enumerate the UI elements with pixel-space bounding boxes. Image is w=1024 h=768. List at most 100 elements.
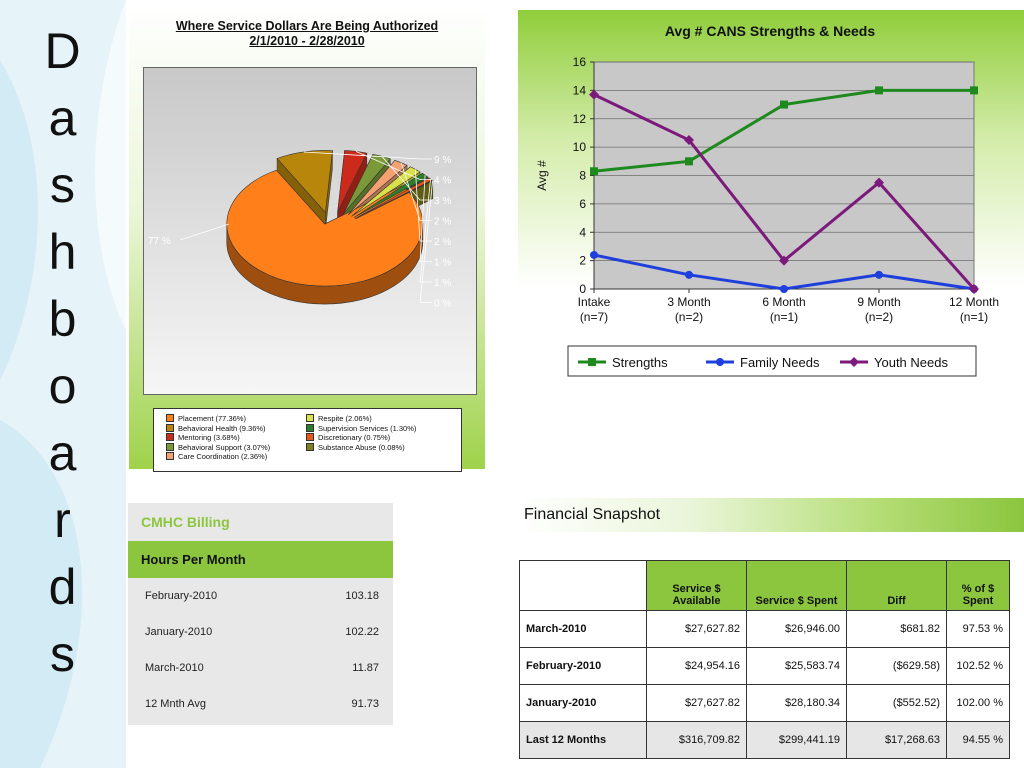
y-axis-label: Avg # xyxy=(535,160,549,191)
pie-chart-title: Where Service Dollars Are Being Authoriz… xyxy=(129,19,485,49)
legend-box xyxy=(567,345,977,377)
pie-leader-line xyxy=(400,162,432,221)
pie-leader-line xyxy=(381,156,432,201)
available-cell: $27,627.82 xyxy=(646,610,747,648)
pie-slice-label: 2 % xyxy=(434,217,451,228)
row-label: Last 12 Months xyxy=(519,721,647,759)
header-cell: % of $ Spent xyxy=(946,560,1010,611)
pie-slice-label: 3 % xyxy=(434,196,451,207)
row-label: January-2010 xyxy=(145,626,213,638)
legend-label: Substance Abuse (0.08%) xyxy=(318,442,405,452)
service-dollars-panel: Where Service Dollars Are Being Authoriz… xyxy=(129,5,485,472)
legend-label: Family Needs xyxy=(740,355,820,370)
legend-item: Respite (2.06%) xyxy=(306,414,372,423)
table-row: March-2010 $27,627.82 $26,946.00 $681.82… xyxy=(519,610,1010,648)
pie-leader-line xyxy=(419,180,434,303)
legend-label: Youth Needs xyxy=(874,355,948,370)
legend-item: Supervision Services (1.30%) xyxy=(306,423,416,433)
spent-cell: $26,946.00 xyxy=(746,610,847,648)
data-point xyxy=(969,284,979,294)
legend-swatch xyxy=(306,442,314,451)
row-label: February-2010 xyxy=(145,590,218,602)
row-label: February-2010 xyxy=(519,647,647,685)
table-row: February-2010 $24,954.16 $25,583.74 ($62… xyxy=(519,647,1010,685)
legend-label: Respite (2.06%) xyxy=(318,414,372,423)
table-header-row: Service $ Available Service $ Spent Diff… xyxy=(519,560,1010,611)
title-letter: h xyxy=(48,224,77,280)
pie-leader-line xyxy=(303,151,432,160)
row-label: March-2010 xyxy=(519,610,647,648)
spent-cell: $25,583.74 xyxy=(746,647,847,685)
pie-leader-line xyxy=(355,151,432,180)
pct-cell: 97.53 % xyxy=(946,610,1010,648)
data-point xyxy=(590,250,598,259)
title-letter: D xyxy=(44,23,81,79)
data-point xyxy=(875,270,883,279)
pie-slice xyxy=(347,159,408,216)
title-letter: d xyxy=(48,559,77,615)
y-tick-label: 0 xyxy=(579,282,586,296)
series-strengths xyxy=(590,86,978,176)
billing-header: Hours Per Month xyxy=(128,541,393,578)
pie-plot-area: 77 % 9 % 4 % 3 % 2 % 2 % 1 % 1 % 0 % xyxy=(143,67,477,395)
data-point xyxy=(779,255,789,266)
y-tick-label: 4 xyxy=(579,225,586,239)
legend-item: Behavioral Support (3.07%) xyxy=(166,442,271,452)
legend-label: Strengths xyxy=(612,355,668,370)
data-point xyxy=(780,285,788,293)
available-cell: $24,954.16 xyxy=(646,647,747,685)
series-youth-needs xyxy=(589,89,979,294)
y-tick-label: 2 xyxy=(579,254,586,268)
title-letter: o xyxy=(48,358,77,414)
x-tick-sublabel: (n=1) xyxy=(770,310,798,324)
available-cell: $27,627.82 xyxy=(646,684,747,722)
line-chart-title: Avg # CANS Strengths & Needs xyxy=(665,23,876,39)
y-tick-label: 16 xyxy=(573,55,587,69)
x-tick-label: 12 Month xyxy=(949,295,999,309)
data-point xyxy=(685,270,693,279)
table-row: Last 12 Months $316,709.82 $299,441.19 $… xyxy=(519,721,1010,759)
legend-label: Behavioral Support (3.07%) xyxy=(178,442,271,452)
x-tick-label: 3 Month xyxy=(667,295,710,309)
table-row: 12 Mnth Avg 91.73 xyxy=(128,686,393,722)
pie-slice-label: 4 % xyxy=(434,176,451,187)
pie-slice xyxy=(337,150,368,213)
row-value: 102.22 xyxy=(345,626,379,638)
row-label: January-2010 xyxy=(519,684,647,722)
pie-slice-label: 77 % xyxy=(148,236,171,247)
legend-marker xyxy=(849,357,859,367)
legend-item: Mentoring (3.68%) xyxy=(166,433,240,442)
pie-leader-line xyxy=(419,178,432,283)
y-tick-label: 12 xyxy=(573,112,587,126)
legend-marker xyxy=(588,358,596,366)
pie-slice-label: 9 % xyxy=(434,155,451,166)
title-letter: s xyxy=(50,626,75,682)
legend-swatch xyxy=(306,433,314,441)
spent-cell: $299,441.19 xyxy=(746,721,847,759)
header-cell: Diff xyxy=(846,560,947,611)
cans-chart-panel: Avg # CANS Strengths & Needs 0 2 4 6 8 10 12 14 1… xyxy=(518,10,1024,380)
title-letter: a xyxy=(48,90,77,146)
pie-tops xyxy=(226,150,434,287)
x-tick-label: 6 Month xyxy=(762,295,805,309)
legend-swatch xyxy=(306,414,314,422)
y-tick-label: 14 xyxy=(573,83,587,97)
pie-labels: 77 % 9 % 4 % 3 % 2 % 2 % 1 % 1 % 0 % xyxy=(148,151,451,310)
pie-legend: Placement (77.36%) Respite (2.06%) Behavio… xyxy=(153,408,462,472)
legend-swatch xyxy=(166,442,174,451)
x-tick-sublabel: (n=1) xyxy=(960,310,988,324)
row-label: 12 Mnth Avg xyxy=(145,698,206,710)
diff-cell: $17,268.63 xyxy=(846,721,947,759)
billing-header-label: Hours Per Month xyxy=(141,552,246,567)
title-letter: s xyxy=(50,157,75,213)
title-letter: b xyxy=(48,291,77,347)
table-row: January-2010 $27,627.82 $28,180.34 ($552… xyxy=(519,684,1010,722)
cmhc-billing-table: CMHC Billing Hours Per Month February-20… xyxy=(128,503,393,725)
spent-cell: $28,180.34 xyxy=(746,684,847,722)
legend-label: Behavioral Health (9.36%) xyxy=(178,423,266,433)
pct-cell: 102.52 % xyxy=(946,647,1010,685)
y-tick-label: 10 xyxy=(573,140,587,154)
data-point xyxy=(970,86,978,95)
legend-item: Behavioral Health (9.36%) xyxy=(166,423,266,433)
diff-cell: ($629.58) xyxy=(846,647,947,685)
